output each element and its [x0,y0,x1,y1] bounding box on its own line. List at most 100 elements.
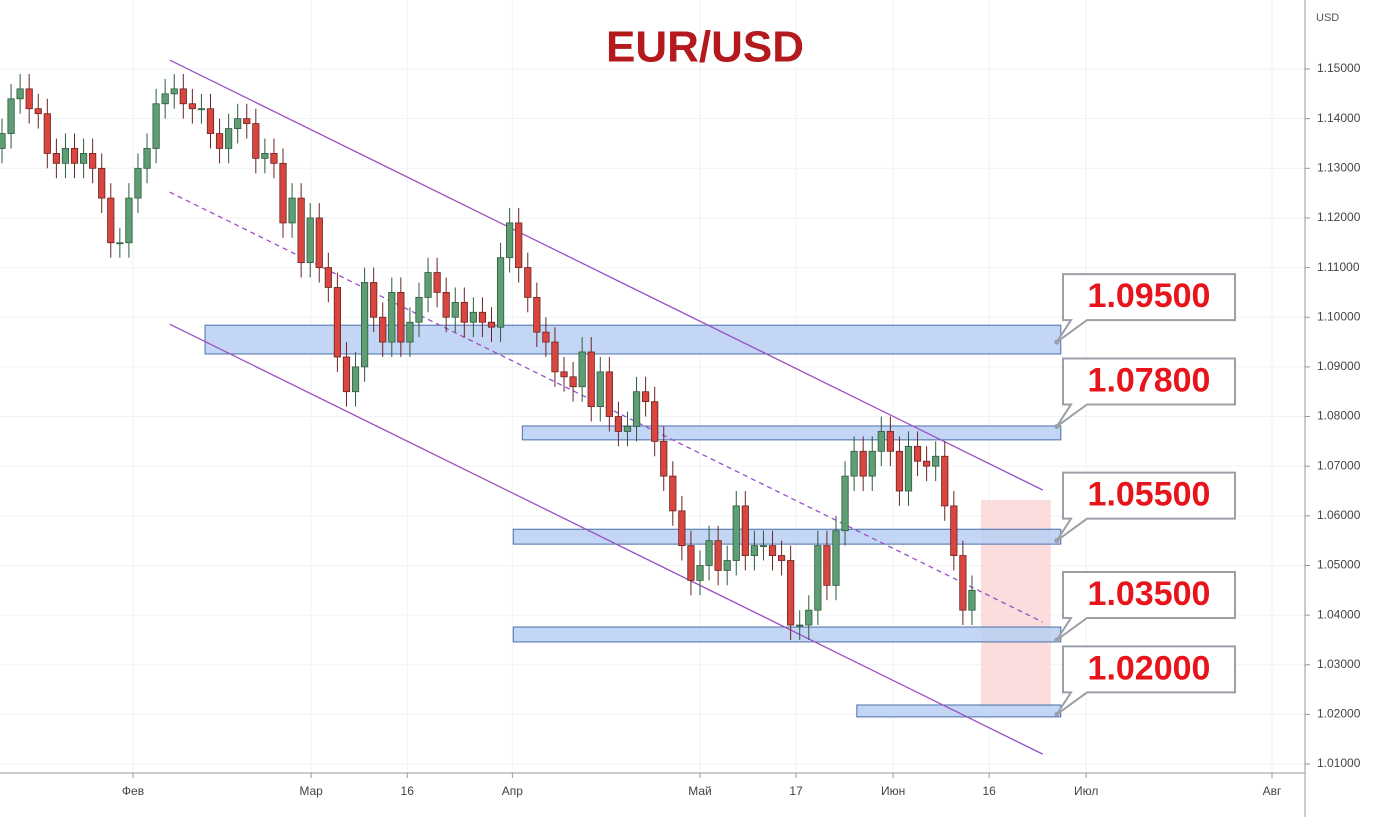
candle-body [632,391,641,427]
candle-body [279,162,287,224]
candle-body [188,103,196,110]
y-tick-label: 1.03000 [1317,657,1361,671]
candle-body [107,197,115,244]
candle-body [478,311,487,323]
y-tick-label: 1.09000 [1317,359,1361,373]
candle-body [34,108,42,115]
callout-box [1055,645,1236,716]
y-tick-label: 1.12000 [1317,210,1361,224]
candle-body [950,505,958,556]
support-zone [204,324,1062,355]
candle-body [496,257,505,328]
y-tick-label: 1.11000 [1317,260,1360,274]
chart-title: EUR/USD [606,23,804,72]
candle-body [605,371,613,417]
candle-body [243,118,251,125]
candle-body [578,351,586,388]
candle-body [61,148,70,164]
candle-body [623,426,632,432]
y-tick-label: 1.14000 [1317,111,1361,125]
channel-upper [169,59,1043,491]
candle-body [832,530,840,586]
candle-body [506,222,514,259]
candle-body [215,133,224,149]
level-label: 1.09500 [1088,277,1211,315]
candle-body [79,153,88,164]
candle-body [941,455,949,507]
x-tick-label: Июл [1074,784,1098,798]
x-tick-label: Фев [122,784,144,798]
level-label: 1.07800 [1088,361,1211,399]
candle-body [52,153,60,164]
y-tick-label: 1.05000 [1317,558,1361,572]
candle-body [959,555,967,611]
candle-body [732,505,740,561]
support-zone [856,704,1062,718]
candle-body [796,624,804,627]
candle-body [161,93,169,105]
candle-body [397,292,405,343]
candle-body [206,108,215,134]
candle-body [913,445,922,462]
candle-body [895,450,904,492]
y-tick-label: 1.06000 [1317,508,1361,522]
candle-body [315,217,323,268]
candle-body [533,296,541,333]
candle-body [642,391,650,403]
candle-body [197,108,206,111]
candle-body [469,311,477,323]
callout-box [1055,357,1236,428]
candle-body [660,440,668,477]
candle-body [542,331,550,343]
callout-anchor [1054,423,1060,429]
candle-body [696,565,704,581]
candle-body [777,555,786,561]
x-tick-label: 16 [982,784,996,798]
x-tick-label: Май [688,784,712,798]
candle-body [370,282,378,318]
candle-body [877,431,885,452]
candle-body [651,401,659,442]
candle-body [741,505,749,556]
candle-body [569,376,577,388]
candle-body [886,431,894,452]
candle-body [460,301,468,323]
candle-body [125,197,133,244]
candle-body [596,371,604,408]
candle-body [179,88,187,105]
candle-body [379,316,387,343]
callout-box [1055,273,1236,343]
candle-body [805,609,813,626]
candle-body [43,113,51,154]
candle-body [261,153,269,159]
candle-body [288,197,296,224]
candle-body [98,167,106,199]
candle-body [225,128,233,149]
candle-body [968,589,976,611]
y-tick-label: 1.04000 [1317,607,1361,621]
candle-body [868,450,876,477]
candle-body [170,88,178,95]
x-tick-label: Мар [299,784,323,798]
candle-body [388,292,396,343]
candle-body [841,475,849,532]
y-tick-label: 1.01000 [1317,756,1361,770]
plot: 1.09500 1.07800 1.05500 1.03500 1.02000 [0,59,1236,755]
candle-body [134,167,142,199]
candle-body [360,282,369,368]
candle-body [587,351,595,408]
support-zone [521,425,1062,441]
candle-body [424,272,432,298]
callout-box [1055,570,1236,641]
level-label: 1.05500 [1088,476,1211,514]
candle-body [687,545,695,581]
channel-lower [169,323,1043,755]
candle-body [705,540,713,566]
candle-body [759,545,768,548]
y-tick-label: 1.10000 [1317,309,1361,323]
candle-body [333,287,341,358]
candle-body [451,301,459,318]
candle-body [560,371,568,378]
callout-anchor [1054,339,1060,345]
candle-body [0,133,6,149]
